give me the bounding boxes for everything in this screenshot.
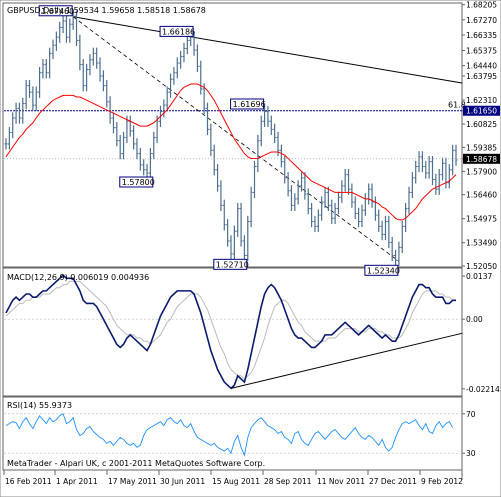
price-tick-label: 1.66335 bbox=[466, 31, 497, 40]
macd-signal-line bbox=[5, 280, 456, 380]
price-label-2: 1.61696 bbox=[233, 100, 266, 109]
x-tick-label: 17 May 2011 bbox=[108, 477, 157, 486]
rsi-title: RSI(14) 55.9373 bbox=[7, 401, 72, 410]
channel-trendline bbox=[72, 16, 400, 262]
price-tick-label: 1.57900 bbox=[466, 167, 497, 176]
rsi-pane bbox=[2, 396, 463, 471]
price-tick-label: 1.65375 bbox=[466, 46, 497, 55]
price-tick-label: 1.67270 bbox=[466, 16, 497, 25]
price-tick-label: 1.64440 bbox=[466, 62, 497, 71]
price-tick-label: 1.59385 bbox=[466, 143, 497, 152]
x-tick-label: 1 Apr 2011 bbox=[56, 477, 98, 486]
price-tick-label: 1.56460 bbox=[466, 191, 497, 200]
macd-pane bbox=[2, 267, 463, 397]
price-label-0: 1.67460 bbox=[41, 7, 74, 16]
x-tick-label: 27 Dec 2011 bbox=[369, 477, 417, 486]
price-title: GBPUSD,Daily 1.59534 1.59658 1.58518 1.5… bbox=[7, 6, 206, 15]
price-label-3: 1.57800 bbox=[122, 178, 155, 187]
price-label-5-box bbox=[364, 264, 399, 276]
price-label-5: 1.52340 bbox=[367, 266, 400, 275]
macd-trendline bbox=[230, 332, 463, 389]
price-tick-label: 1.62310 bbox=[466, 96, 497, 105]
x-tick-label: 30 Jun 2011 bbox=[160, 477, 205, 486]
x-tick-label: 28 Sep 2011 bbox=[264, 477, 312, 486]
price-tick-label: 1.60825 bbox=[466, 120, 497, 129]
x-tick-label: 11 Nov 2011 bbox=[317, 477, 365, 486]
price-label-1-box bbox=[159, 25, 194, 37]
macd-series bbox=[4, 274, 463, 390]
price-tick-label: 1.63795 bbox=[466, 72, 497, 81]
price-tick-label: 1.68205 bbox=[466, 1, 497, 10]
current-price-label: 1.58678 bbox=[466, 155, 497, 164]
current-price-box bbox=[463, 153, 500, 164]
macd-tick-label: 0.00 bbox=[466, 315, 483, 324]
fib-label: 61.8 bbox=[448, 101, 466, 110]
x-axis: 16 Feb 2011 1 Apr 2011 17 May 2011 30 Jun 2… bbox=[3, 470, 463, 486]
resistance-trendline bbox=[73, 16, 463, 84]
price-series: 61.8 bbox=[4, 10, 466, 266]
price-tick-label: 1.52050 bbox=[466, 262, 497, 271]
price-label-4-box bbox=[213, 258, 248, 270]
copyright-text: MetaTrader - Alpari UK, c 2001-2011 Meta… bbox=[7, 459, 265, 468]
price-labels: 1.67460 1.66186 1.61696 1.57800 1.52710 1.523… bbox=[38, 5, 400, 276]
price-label-3-box bbox=[119, 176, 154, 188]
price-label-1: 1.66186 bbox=[162, 27, 195, 36]
rsi-tick-label: 70 bbox=[466, 410, 476, 419]
macd-tick-label: 0.0137 bbox=[466, 272, 492, 281]
x-tick-label: 15 Aug 2011 bbox=[212, 477, 260, 486]
price-tick-label: 1.53490 bbox=[466, 239, 497, 248]
macd-tick-label: -0.02214 bbox=[466, 385, 500, 394]
rsi-series bbox=[4, 413, 462, 457]
price-label-4: 1.52710 bbox=[216, 260, 249, 269]
x-tick-label: 16 Feb 2011 bbox=[5, 477, 52, 486]
price-label-0-box bbox=[38, 5, 73, 17]
price-tick-label: 1.54975 bbox=[466, 215, 497, 224]
macd-title: MACD(12,26,9) 0.006019 0.004936 bbox=[7, 273, 149, 282]
rsi-line bbox=[5, 413, 454, 457]
fib-price-box bbox=[463, 105, 500, 116]
fib-price-label: 1.61650 bbox=[466, 107, 497, 116]
x-tick-label: 9 Feb 2012 bbox=[421, 477, 463, 486]
moving-average-line bbox=[5, 83, 457, 221]
rsi-tick-label: 30 bbox=[466, 449, 476, 458]
price-label-2-box bbox=[230, 98, 265, 110]
y-axis: 1.68205 1.67270 1.66335 1.65375 1.644401.637… bbox=[462, 1, 500, 458]
